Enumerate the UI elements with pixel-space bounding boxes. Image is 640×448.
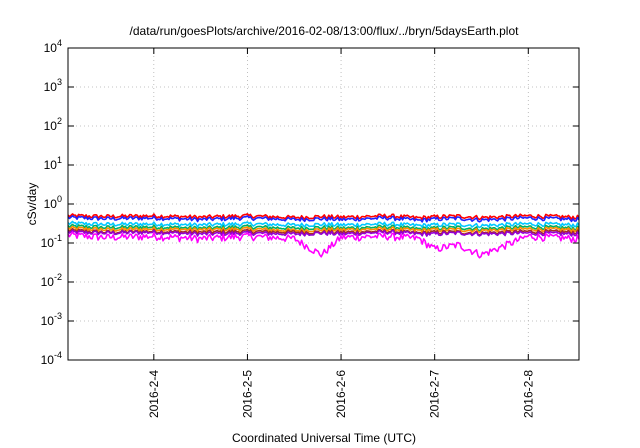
y-tick-label: 104 [44, 38, 62, 55]
y-axis-label: cSv/day [25, 183, 39, 226]
y-tick-label: 103 [44, 77, 62, 94]
series-line-5 [67, 225, 580, 234]
y-tick-label: 10-2 [41, 272, 62, 289]
x-tick-label: 2016-2-6 [334, 370, 348, 418]
x-tick-label: 2016-2-7 [428, 370, 442, 418]
grid-lines [68, 47, 579, 361]
x-tick-label: 2016-2-5 [240, 370, 254, 418]
series-line-2 [67, 215, 580, 223]
x-tick-label: 2016-2-4 [147, 370, 161, 418]
x-axis-ticks: 2016-2-4 2016-2-5 2016-2-6 2016-2-7 2016-2-8 [147, 48, 535, 418]
y-tick-label: 10-3 [41, 311, 62, 328]
y-tick-label: 102 [44, 116, 62, 133]
x-tick-label: 2016-2-8 [521, 370, 535, 418]
series-line-7 [67, 229, 580, 237]
chart-title: /data/run/goesPlots/archive/2016-02-08/1… [130, 24, 520, 38]
data-series [67, 213, 580, 259]
x-axis-label: Coordinated Universal Time (UTC) [232, 431, 416, 445]
y-axis-ticks: 104 103 102 101 100 10-1 10-2 10-3 10-4 [41, 38, 579, 367]
series-line-1 [67, 213, 580, 221]
series-line-3 [67, 220, 580, 229]
plot-frame [67, 47, 580, 361]
y-tick-label: 100 [44, 194, 62, 211]
series-line-8 [67, 231, 580, 259]
series-line-4 [67, 223, 580, 232]
y-tick-label: 101 [44, 155, 62, 172]
y-tick-label: 10-4 [41, 350, 62, 367]
y-tick-label: 10-1 [41, 233, 62, 250]
